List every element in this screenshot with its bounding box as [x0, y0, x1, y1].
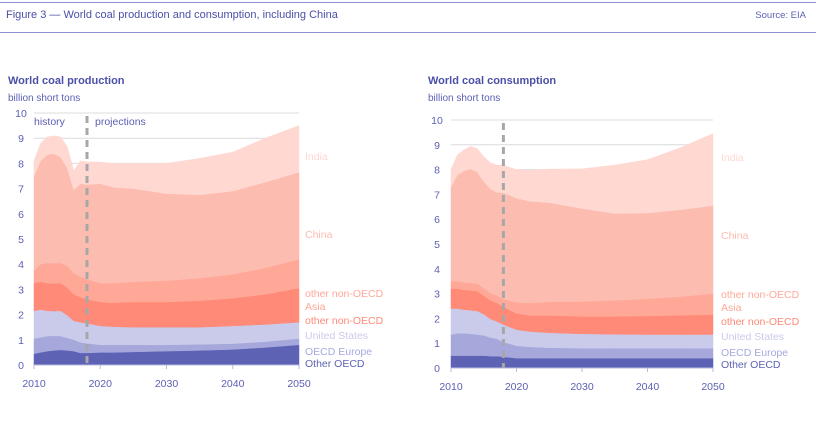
legend-china: China — [305, 229, 333, 241]
x-tick-label: 2010 — [439, 381, 463, 393]
y-tick-label: 5 — [434, 239, 440, 251]
y-tick-label: 6 — [434, 214, 440, 226]
y-tick-label: 9 — [18, 133, 24, 145]
x-tick-label: 2010 — [22, 378, 46, 390]
top-rule — [0, 2, 816, 3]
legend-other-non-oecd-asia: other non-OECD — [305, 288, 384, 300]
y-tick-label: 1 — [434, 338, 440, 350]
y-tick-label: 10 — [15, 108, 27, 120]
legend-oecd-europe: OECD Europe — [721, 347, 788, 359]
legend-united-states: United States — [305, 330, 368, 342]
production-unit-label: billion short tons — [8, 93, 80, 104]
y-tick-label: 0 — [18, 360, 24, 372]
y-tick-label: 8 — [434, 165, 440, 177]
y-tick-label: 7 — [18, 184, 24, 196]
y-tick-label: 2 — [18, 310, 24, 322]
y-tick-label: 10 — [431, 115, 443, 127]
header-rule — [0, 32, 816, 33]
y-tick-label: 0 — [434, 363, 440, 375]
x-tick-label: 2030 — [570, 381, 594, 393]
legend-oecd-europe: OECD Europe — [305, 346, 372, 358]
legend-other-oecd: Other OECD — [721, 359, 781, 371]
legend-united-states: United States — [721, 331, 784, 343]
y-tick-label: 9 — [434, 140, 440, 152]
y-tick-label: 3 — [434, 289, 440, 301]
y-tick-label: 4 — [18, 259, 24, 271]
y-tick-label: 5 — [18, 234, 24, 246]
legend-india: India — [721, 152, 744, 164]
consumption-chart-title: World coal consumption — [428, 75, 556, 87]
legend-other-non-oecd: other non-OECD — [305, 315, 384, 327]
legend-india: India — [305, 151, 328, 163]
x-tick-label: 2020 — [89, 378, 113, 390]
consumption-unit-label: billion short tons — [428, 93, 500, 104]
y-tick-label: 4 — [434, 264, 440, 276]
x-tick-label: 2040 — [221, 378, 245, 390]
legend-china: China — [721, 230, 749, 242]
y-tick-label: 1 — [18, 335, 24, 347]
x-tick-label: 2040 — [636, 381, 660, 393]
x-tick-label: 2030 — [155, 378, 179, 390]
y-tick-label: 8 — [18, 158, 24, 170]
legend-other-oecd: Other OECD — [305, 358, 365, 370]
legend-other-non-oecd-asia-line2: Asia — [721, 302, 742, 314]
legend-other-non-oecd-asia: other non-OECD — [721, 289, 800, 301]
production-chart-title: World coal production — [8, 75, 125, 87]
figure-source: Source: EIA — [755, 10, 806, 21]
production-chart: World coal production billion short tons 0… — [8, 75, 384, 390]
x-tick-label: 2050 — [701, 381, 725, 393]
legend-other-non-oecd: other non-OECD — [721, 316, 800, 328]
y-tick-label: 6 — [18, 209, 24, 221]
y-tick-label: 7 — [434, 189, 440, 201]
y-tick-label: 3 — [18, 284, 24, 296]
x-tick-label: 2020 — [505, 381, 529, 393]
projections-label: projections — [95, 116, 146, 128]
legend-other-non-oecd-asia-line2: Asia — [305, 301, 326, 313]
history-label: history — [34, 116, 66, 128]
area-india — [450, 133, 714, 214]
x-tick-label: 2050 — [287, 378, 311, 390]
area-india — [33, 125, 300, 196]
y-tick-label: 2 — [434, 313, 440, 325]
figure-title: Figure 3 — World coal production and con… — [6, 9, 338, 21]
